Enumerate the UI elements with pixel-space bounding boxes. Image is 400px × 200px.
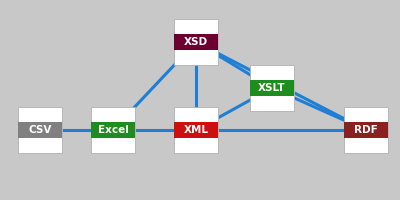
FancyBboxPatch shape xyxy=(250,80,294,96)
FancyBboxPatch shape xyxy=(174,19,218,65)
FancyBboxPatch shape xyxy=(250,65,294,111)
Text: RDF: RDF xyxy=(354,125,378,135)
Text: XSD: XSD xyxy=(184,37,208,47)
FancyBboxPatch shape xyxy=(91,122,135,138)
FancyBboxPatch shape xyxy=(174,34,218,50)
FancyBboxPatch shape xyxy=(344,122,388,138)
FancyBboxPatch shape xyxy=(174,107,218,153)
FancyBboxPatch shape xyxy=(18,122,62,138)
Text: Excel: Excel xyxy=(98,125,128,135)
FancyBboxPatch shape xyxy=(174,122,218,138)
Text: XML: XML xyxy=(184,125,208,135)
FancyBboxPatch shape xyxy=(91,107,135,153)
FancyBboxPatch shape xyxy=(18,107,62,153)
Text: XSLT: XSLT xyxy=(258,83,286,93)
Text: CSV: CSV xyxy=(28,125,52,135)
FancyBboxPatch shape xyxy=(344,107,388,153)
